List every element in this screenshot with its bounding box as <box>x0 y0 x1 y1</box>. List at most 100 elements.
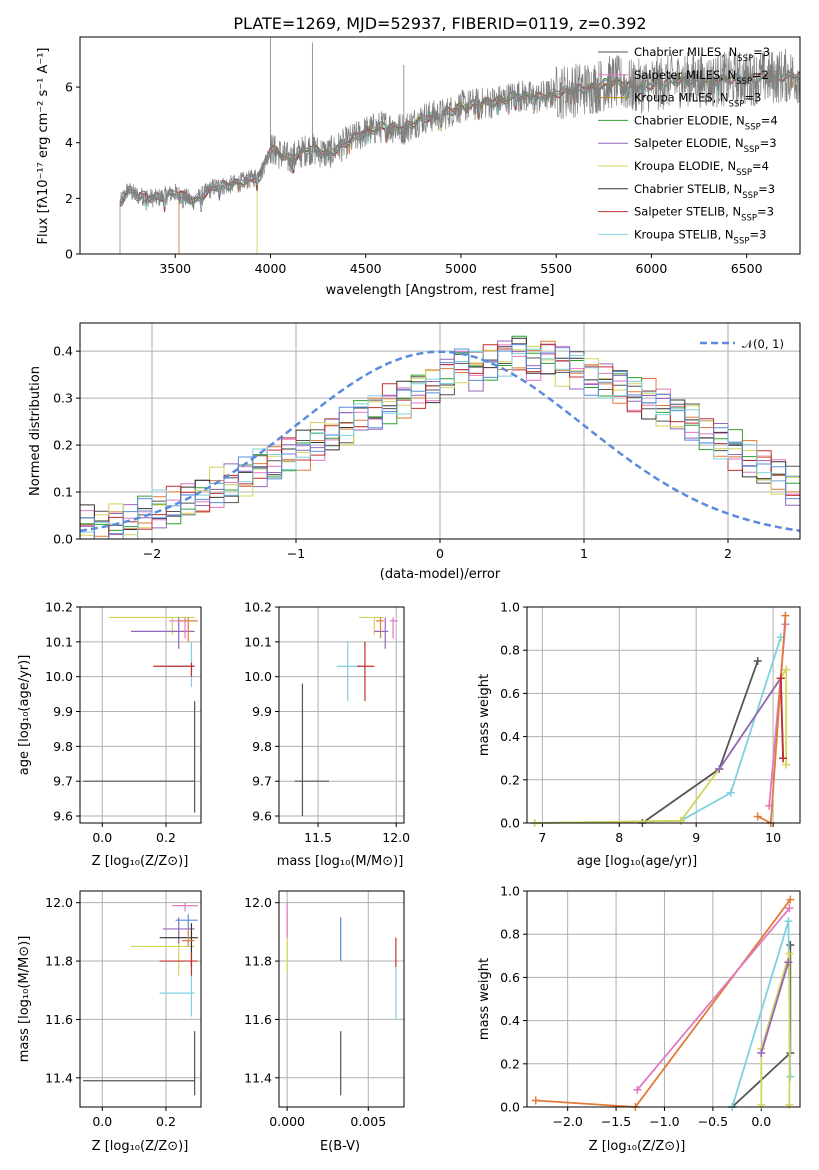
spectrum-xtick-label: 3500 <box>159 261 191 276</box>
weight-Z-marker <box>531 1096 540 1105</box>
histogram-ytick-label: 0.4 <box>53 344 73 359</box>
age-vs-mass-ytick-label: 10.1 <box>244 634 272 649</box>
weight-vs-age-xtick-label: 8 <box>615 830 623 845</box>
weight-age-marker <box>753 657 762 665</box>
weight-vs-age-panel: 7 8 9 10 0.0 0.2 0.4 0.6 0.8 1.0 <box>500 600 801 845</box>
weight-vs-Z-xtick-label: −2.0 <box>552 1114 582 1129</box>
weight-age-marker <box>781 611 790 620</box>
histogram-xtick-label: 0 <box>436 546 444 561</box>
weight-Z-marker <box>784 958 793 967</box>
age-vs-mass-ytick-label: 10.2 <box>244 600 272 615</box>
weight-vs-Z-ytick-label: 0.8 <box>500 927 520 942</box>
spectrum-xtick-label: 4500 <box>350 261 382 276</box>
weight-age-marker <box>753 812 762 821</box>
legend-entry: Salpeter MILES, NSSP=2 <box>634 68 769 87</box>
histogram-xlabel: (data-model)/error <box>380 567 501 582</box>
histogram-ytick-label: 0.2 <box>53 438 73 453</box>
weight-vs-Z-ytick-label: 0.0 <box>500 1100 520 1115</box>
legend-entry: Chabrier STELIB, NSSP=3 <box>634 182 775 201</box>
weight-vs-Z-xtick-label: −0.5 <box>698 1114 728 1129</box>
spectrum-legend: Chabrier MILES, NSSP=3 Salpeter MILES, NS… <box>598 45 778 246</box>
mass-vs-Z-ytick-label: 11.8 <box>45 954 73 969</box>
weight-age-marker <box>779 754 788 763</box>
age-vs-mass-ytick-label: 10.0 <box>244 669 272 684</box>
weight-Z-marker <box>785 949 794 958</box>
weight-vs-Z-frame <box>526 890 801 1108</box>
mass-vs-Z-ytick-label: 11.4 <box>45 1070 73 1085</box>
weight-age-marker <box>726 788 735 797</box>
weight-vs-age-ytick-label: 0.2 <box>500 772 520 787</box>
weight-Z-line <box>760 962 790 1054</box>
weight-Z-line <box>535 899 792 1108</box>
histogram-ytick-label: 0.3 <box>53 391 73 406</box>
spectrum-xtick-label: 6000 <box>636 261 668 276</box>
weight-age-marker <box>776 674 785 683</box>
spectrum-xtick-label: 6500 <box>731 261 763 276</box>
weight-Z-marker <box>785 1100 794 1109</box>
weight-vs-Z-ylabel: mass weight <box>477 958 492 1040</box>
weight-vs-age-xtick-label: 7 <box>538 830 546 845</box>
age-vs-mass-xlabel: mass [log₁₀(M/M⊙)] <box>277 854 404 869</box>
weight-Z-marker <box>757 1049 766 1057</box>
histogram-step-line <box>80 337 800 535</box>
histogram-xtick-label: −2 <box>143 546 161 561</box>
weight-age-line <box>534 636 782 824</box>
age-vs-Z-frame <box>79 606 202 824</box>
age-vs-Z-ytick-label: 10.0 <box>45 669 73 684</box>
weight-vs-age-frame <box>526 606 801 824</box>
mass-vs-ebv-xtick-label: 0.000 <box>269 1114 305 1129</box>
weight-age-line <box>779 678 784 759</box>
gaussian-curve-line <box>79 350 801 533</box>
spectrum-series <box>119 37 801 254</box>
spectrum-xlabel: wavelength [Angstrom, rest frame] <box>326 283 555 298</box>
histogram-xtick-label: −1 <box>287 546 305 561</box>
age-vs-mass-xtick-label: 12.0 <box>382 830 410 845</box>
mass-vs-ebv-frame <box>278 890 405 1108</box>
weight-vs-age-ytick-label: 1.0 <box>500 600 520 615</box>
legend-entry: Kroupa STELIB, NSSP=3 <box>634 227 766 246</box>
age-vs-mass-frame <box>278 606 405 824</box>
age-vs-Z-ytick-label: 9.9 <box>53 704 73 719</box>
mass-vs-metallicity-panel: 0.0 0.2 11.4 11.6 11.8 12.0 <box>45 890 202 1129</box>
weight-age-marker <box>715 765 724 773</box>
spectrum-frame <box>79 36 801 255</box>
mass-vs-ebv-ytick-label: 11.4 <box>244 1070 272 1085</box>
legend-entry: Chabrier MILES, NSSP=3 <box>634 45 770 64</box>
weight-vs-age-xlabel: age [log₁₀(age/yr)] <box>577 854 698 869</box>
gaussian-legend-label: 𝒩(0, 1) <box>742 337 784 351</box>
age-vs-mass-ytick-label: 9.8 <box>252 739 272 754</box>
observed-spectrum-line <box>119 48 801 254</box>
residual-histogram-panel: −2 −1 0 1 2 0.0 0.1 0.2 0.3 0.4 𝒩(0, 1) (data-mod… <box>28 322 801 582</box>
histogram-xtick-label: 1 <box>580 546 588 561</box>
histogram-ytick-label: 0.1 <box>53 485 73 500</box>
weight-vs-age-ytick-label: 0.0 <box>500 816 520 831</box>
age-vs-Z-xtick-label: 0.0 <box>92 830 112 845</box>
mass-vs-Z-ytick-label: 11.6 <box>45 1012 73 1027</box>
histogram-steps <box>80 335 800 540</box>
mass-vs-ebv-ytick-label: 11.8 <box>244 954 272 969</box>
weight-vs-Z-xtick-label: −1.5 <box>601 1114 631 1129</box>
spectrum-ylabel: Flux [fλ10⁻¹⁷ erg cm⁻² s⁻¹ A⁻¹] <box>36 48 51 245</box>
mass-vs-Z-xlabel: Z [log₁₀(Z/Z⊙)] <box>92 1139 189 1154</box>
weight-age-marker <box>676 816 685 825</box>
weight-vs-age-ylabel: mass weight <box>477 674 492 756</box>
weight-Z-marker <box>757 1100 766 1109</box>
legend-entry: Chabrier ELODIE, NSSP=4 <box>634 113 778 132</box>
mass-vs-ebv-ytick-label: 12.0 <box>244 895 272 910</box>
age-vs-Z-ylabel: age [log₁₀(age/yr)] <box>17 655 32 776</box>
spectrum-xtick-label: 5000 <box>445 261 477 276</box>
legend-entry: Kroupa ELODIE, NSSP=4 <box>634 159 769 178</box>
mass-vs-Z-ylabel: mass [log₁₀(M/M⊙)] <box>17 936 32 1063</box>
histogram-xtick-label: 2 <box>724 546 732 561</box>
age-vs-mass-ytick-label: 9.6 <box>252 809 272 824</box>
mass-vs-Z-frame <box>79 890 202 1108</box>
weight-vs-Z-xtick-label: −1.0 <box>649 1114 679 1129</box>
spectrum-panel: 3500 4000 4500 5000 5500 6000 6500 0 2 4 6 Chabrie… <box>36 36 801 298</box>
age-vs-Z-ytick-label: 10.2 <box>45 600 73 615</box>
spectrum-ytick-label: 6 <box>65 80 73 95</box>
weight-vs-Z-ytick-label: 0.4 <box>500 1013 520 1028</box>
weight-vs-age-ytick-label: 0.4 <box>500 729 520 744</box>
weight-vs-age-ytick-label: 0.6 <box>500 686 520 701</box>
weight-vs-Z-xlabel: Z [log₁₀(Z/Z⊙)] <box>589 1139 686 1154</box>
